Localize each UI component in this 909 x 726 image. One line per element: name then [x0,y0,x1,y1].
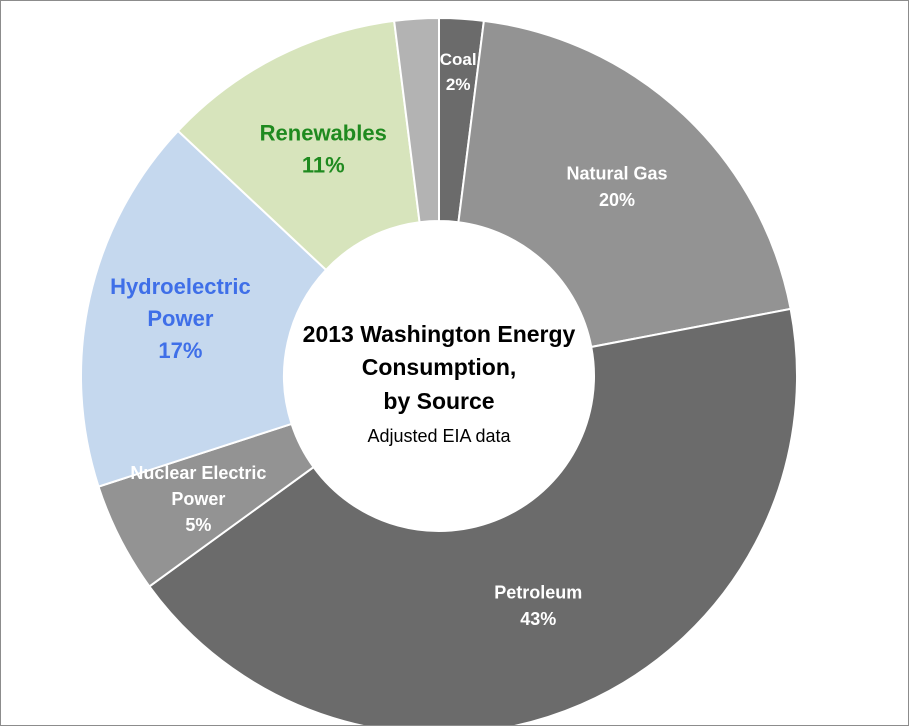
slice-labels-group: Coal 2% Natural Gas 20% Petroleum 43% Nuclear … [110,50,667,629]
slice-label: Hydroelectric Power 17% [110,274,251,363]
slice-name-label: Power [171,489,225,509]
slice-value-label: 5% [185,515,211,535]
donut-slice [393,16,440,224]
slice-name-label: Hydroelectric [110,274,251,299]
slices-group [80,16,798,725]
slice-label: Petroleum 43% [494,583,582,629]
chart-title-group: 2013 Washington Energy Consumption, by S… [303,321,576,446]
slice-name-label: Coal [440,50,477,69]
chart-title-line-3: by Source [383,388,494,414]
slice-value-label: 43% [520,609,556,629]
slice-name-label: Nuclear Electric [130,463,266,483]
slice-label: Renewables 11% [260,121,387,178]
slice-value-label: 11% [302,152,345,177]
slice-value-label: 2% [446,75,471,94]
chart-title-line-1: 2013 Washington Energy [303,321,576,347]
donut-slice [176,19,421,272]
slice-label: Nuclear Electric Power 5% [130,463,266,535]
slice-name-label: Petroleum [494,583,582,603]
slice-value-label: 17% [158,338,202,363]
slice-name-label: Natural Gas [566,164,667,184]
slice-label: Natural Gas 20% [566,164,667,210]
donut-slice [80,129,328,488]
slice-name-label: Power [147,306,213,331]
chart-subtitle: Adjusted EIA data [367,426,511,446]
donut-slice [457,19,792,349]
slice-value-label: 20% [599,190,635,210]
donut-slice [147,307,798,725]
chart-title-line-2: Consumption, [362,354,517,380]
slice-label: Coal 2% [440,50,477,94]
slice-name-label: Renewables [260,121,387,146]
